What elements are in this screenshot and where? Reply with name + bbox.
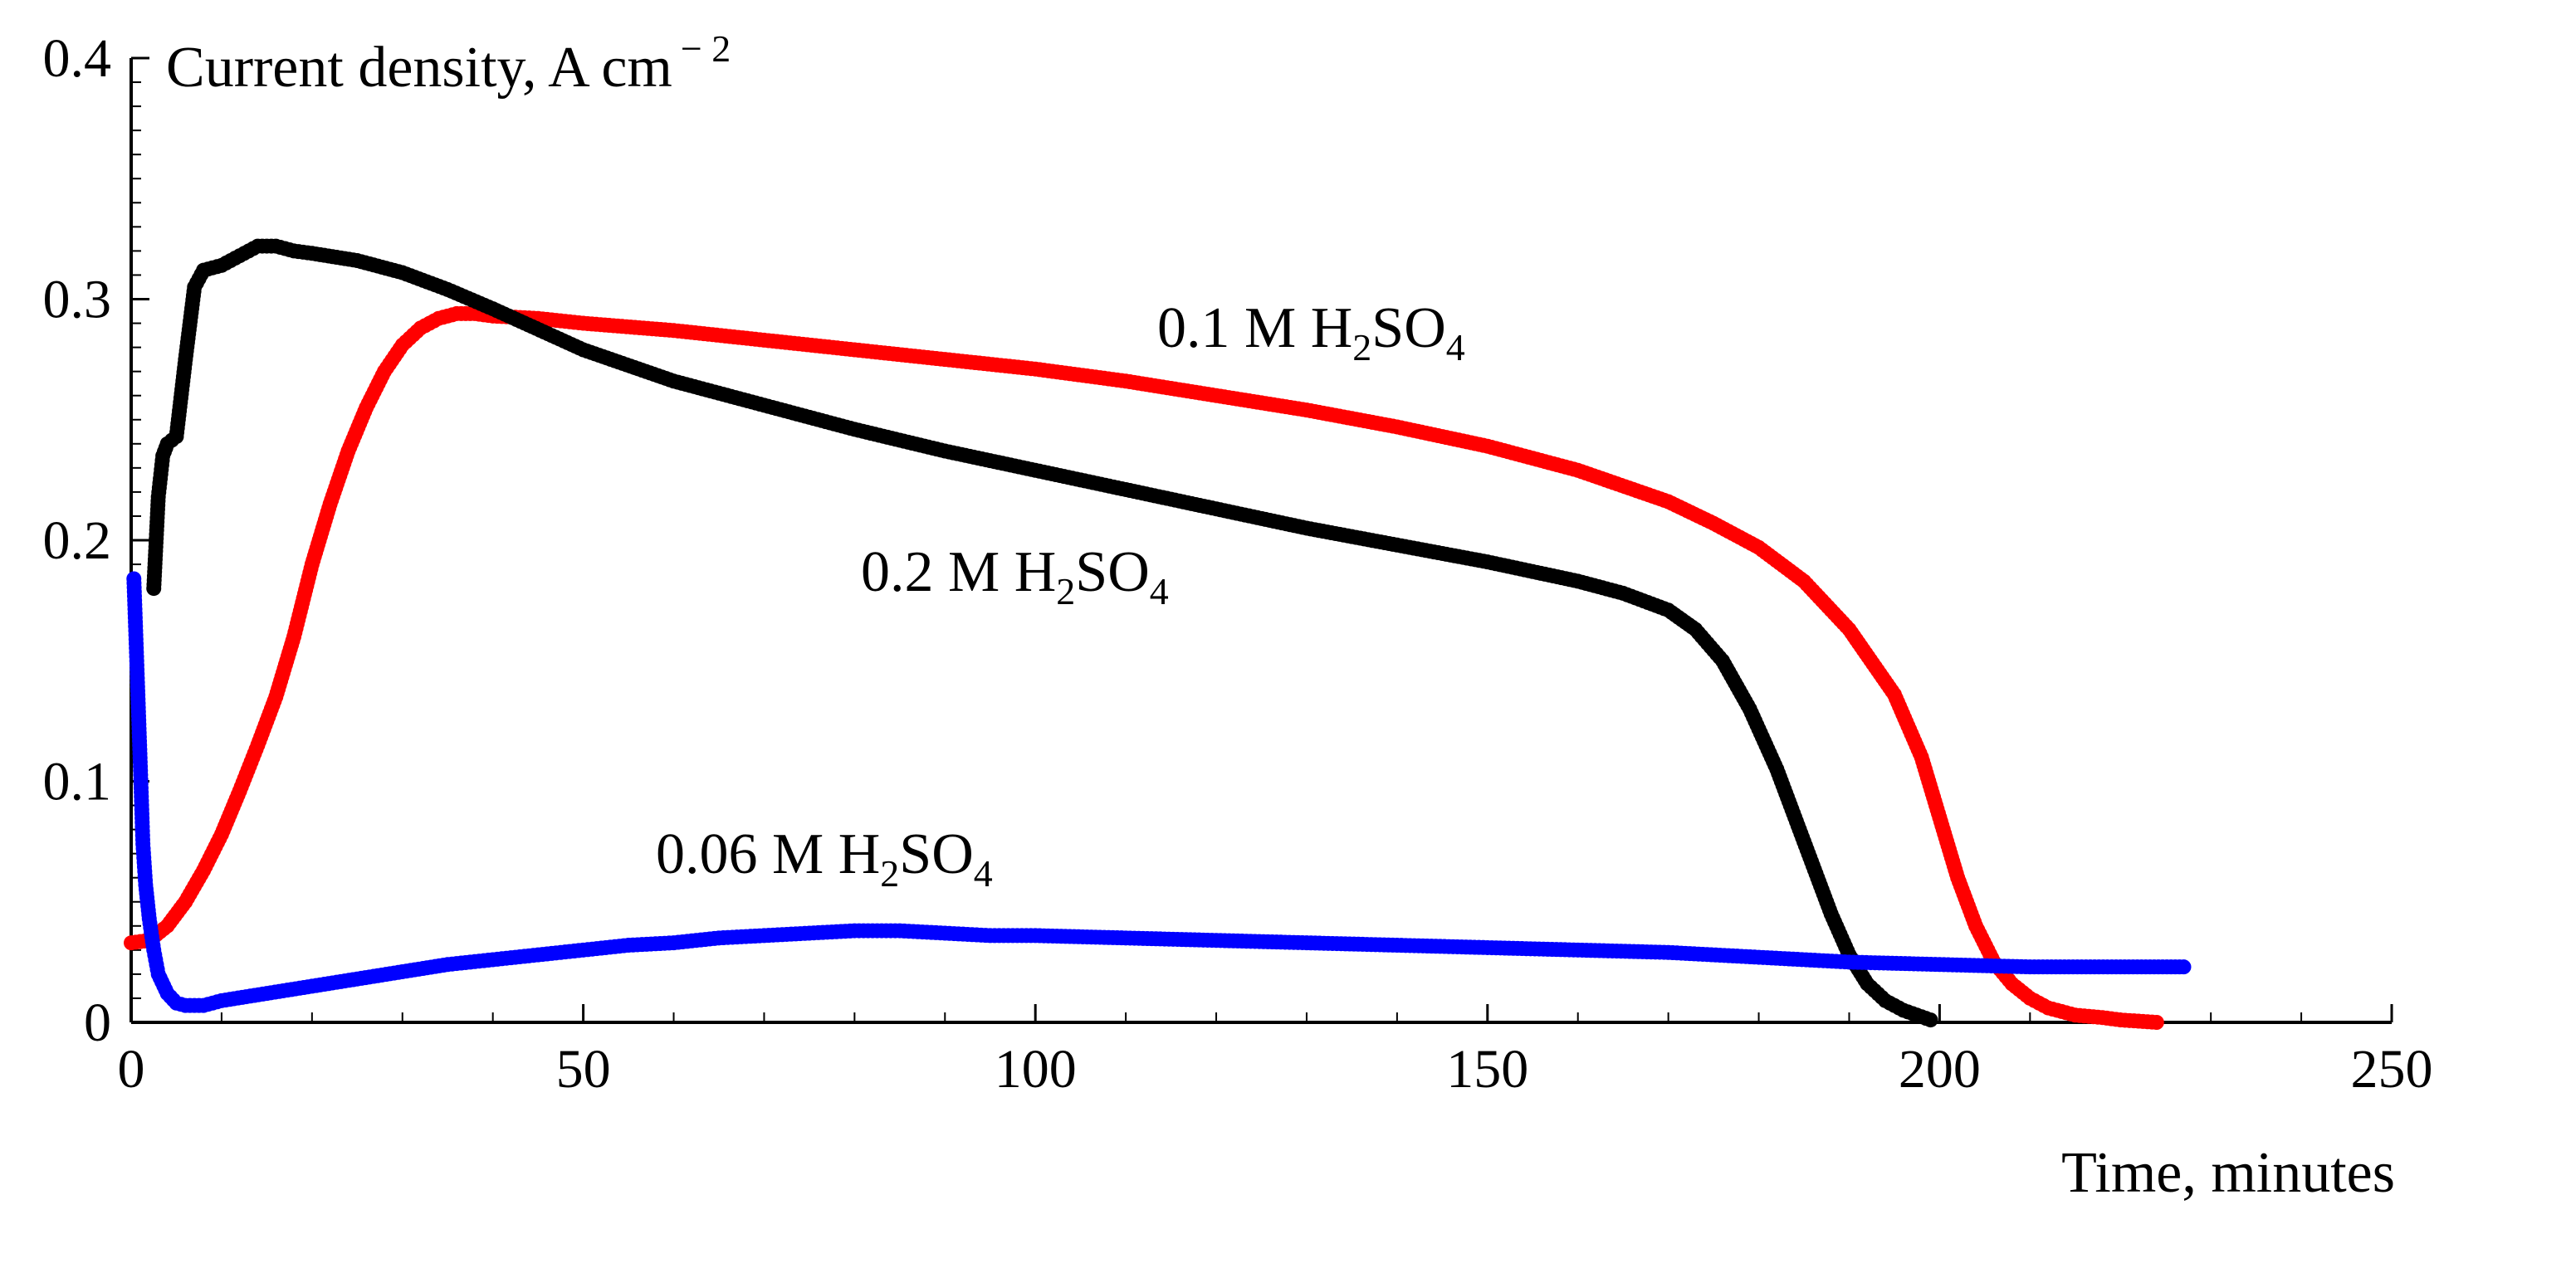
x-tick-label: 0 (118, 1039, 145, 1100)
tick-labels: 0 50 100 150 200 250 0 0.1 0.2 0.3 0.4 (43, 28, 2433, 1100)
y-tick-label: 0.1 (43, 752, 112, 812)
x-tick-label: 50 (556, 1039, 611, 1100)
x-tick-label: 100 (995, 1039, 1077, 1100)
series-label-0.06M: 0.06 M H2SO4 (656, 822, 993, 895)
major-ticks (130, 56, 2393, 1024)
series-label-0.2M: 0.2 M H2SO4 (861, 540, 1169, 612)
y-tick-label: 0.3 (43, 270, 112, 330)
series-0 (124, 305, 2164, 1030)
x-tick-label: 250 (2351, 1039, 2433, 1100)
x-axis-title: Time, minutes (2061, 1141, 2395, 1205)
data-point (2148, 1015, 2164, 1030)
y-tick-label: 0.2 (43, 510, 112, 571)
y-tick-label: 0.4 (43, 28, 112, 89)
axes (130, 58, 2392, 1024)
y-tick-label: 0 (84, 992, 111, 1053)
x-tick-label: 200 (1899, 1039, 1981, 1100)
data-point (2176, 959, 2192, 975)
x-tick-label: 150 (1446, 1039, 1528, 1100)
y-axis-title: Current density, A cm − 2 (166, 27, 731, 100)
series-1 (146, 238, 1938, 1028)
minor-ticks (131, 81, 2303, 1022)
data-point (1923, 1012, 1938, 1028)
series-2 (126, 571, 2192, 1013)
series (124, 238, 2192, 1030)
series-label-0.1M: 0.1 M H2SO4 (1157, 296, 1465, 368)
